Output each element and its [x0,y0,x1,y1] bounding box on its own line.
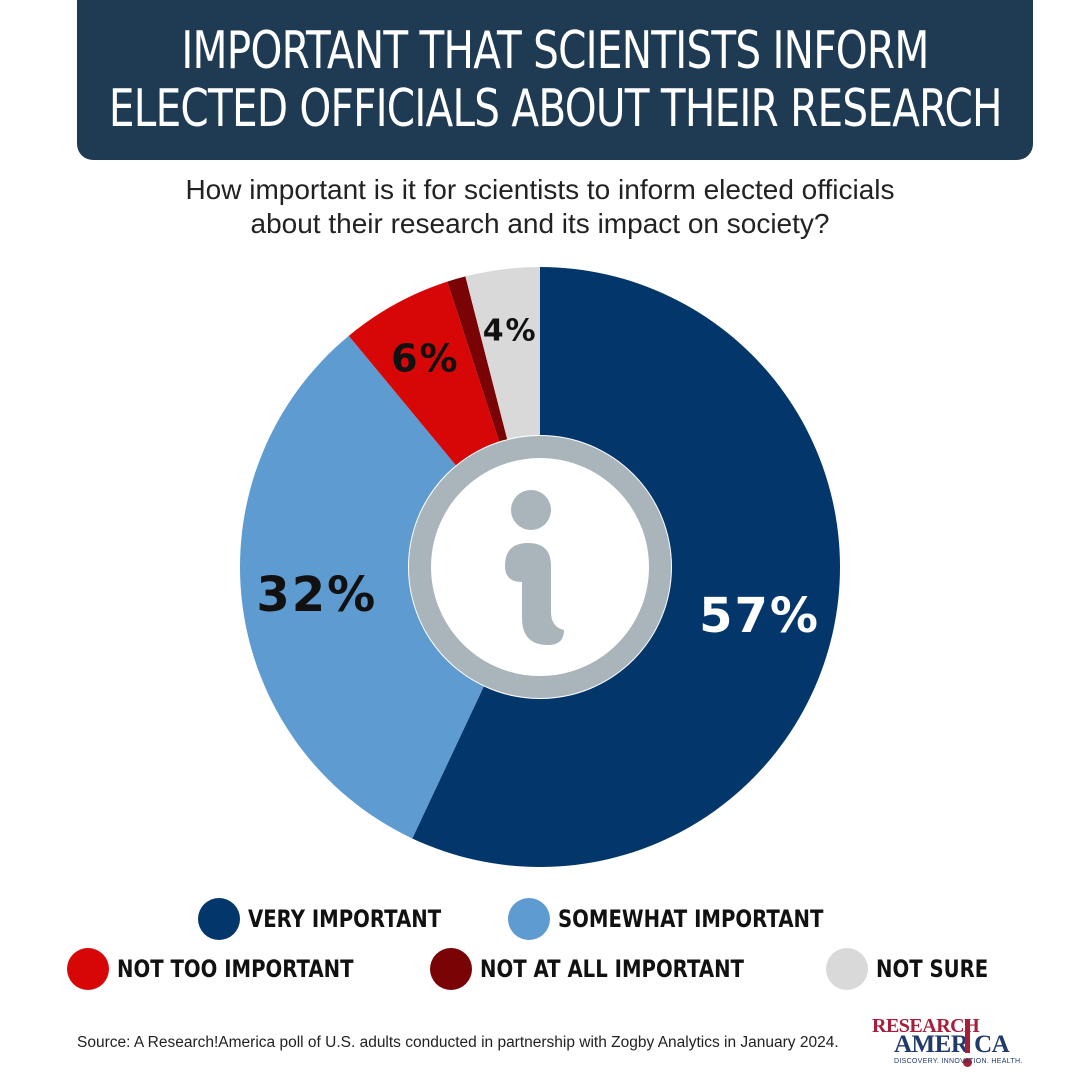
slice-labels: 57% 32% 6% 4% [256,313,820,644]
legend-swatch [429,948,472,990]
legend-label: VERY IMPORTANT [248,905,442,933]
slice-label-somewhat-important: 32% [256,567,377,623]
legend-item-not-too-important: NOT TOO IMPORTANT [67,948,406,990]
logo-exclamation-bar [965,1019,970,1053]
logo-exclamation-dot [963,1058,972,1067]
logo-text-top: RESEARCH [872,1015,980,1037]
subtitle-line-1: How important is it for scientists to in… [185,174,895,205]
legend-item-very-important: VERY IMPORTANT [198,898,484,940]
title-line-2: ELECTED OFFICIALS ABOUT THEIR RESEARCH [108,79,1003,139]
slice-somewhat-important [239,335,541,839]
legend-swatch [198,898,241,940]
source-note: Source: A Research!America poll of U.S. … [77,1034,839,1051]
title-banner: IMPORTANT THAT SCIENTISTS INFORM ELECTED… [77,0,1033,160]
slice-label-not-sure: 4% [483,313,538,348]
title-line-1: IMPORTANT THAT SCIENTISTS INFORM [181,21,929,81]
legend-swatch [507,898,550,940]
legend-row-2: NOT TOO IMPORTANT NOT AT ALL IMPORTANT N… [0,948,1080,990]
legend-item-not-sure: NOT SURE [825,948,1013,990]
legend-label: NOT AT ALL IMPORTANT [479,955,744,983]
logo-tagline: DISCOVERY. INNOVATION. HEALTH. [894,1058,1023,1065]
legend-label: NOT SURE [875,955,989,983]
legend-row-1: VERY IMPORTANT SOMEWHAT IMPORTANT [0,898,1080,940]
info-icon [408,435,672,699]
slice-label-not-too-important: 6% [391,336,460,380]
research-america-logo: RESEARCH AMER CA DISCOVERY. INNOVATION. … [872,1015,1022,1075]
legend-swatch [67,948,110,990]
subtitle-line-2: about their research and its impact on s… [250,208,830,239]
legend-swatch [825,948,868,990]
legend-label: SOMEWHAT IMPORTANT [557,905,824,933]
legend-item-not-at-all-important: NOT AT ALL IMPORTANT [429,948,802,990]
legend-item-somewhat-important: SOMEWHAT IMPORTANT [507,898,882,940]
logo-text-bottom: AMER CA [894,1031,1010,1058]
slice-label-very-important: 57% [699,588,820,644]
chart-subtitle: How important is it for scientists to in… [0,173,1080,241]
legend-label: NOT TOO IMPORTANT [117,955,354,983]
